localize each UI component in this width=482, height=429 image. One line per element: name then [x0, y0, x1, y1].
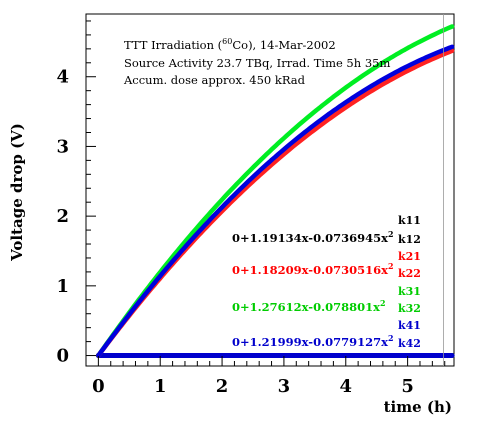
legend-entry-k41: k41: [398, 319, 421, 332]
x-tick-label-5: 5: [401, 376, 414, 397]
fit-equation-2: 0+1.18209x-0.0730516x2: [232, 261, 394, 277]
series-line-k42: [96, 44, 455, 358]
x-tick-label-0: 0: [92, 376, 105, 397]
plot-frame: [85, 13, 455, 367]
legend: k11 k12 k21 k22 k31 k32 k41 k42: [398, 214, 421, 350]
legend-entry-k31: k31: [398, 285, 421, 298]
axes-layer: 0 1 2 3 4 5 0 1 2 3 4: [56, 14, 446, 397]
series-layer: [95, 24, 455, 358]
y-tick-label-0: 0: [56, 346, 69, 367]
annotation-line-3: Accum. dose approx. 450 kRad: [123, 73, 306, 87]
x-tick-label-4: 4: [339, 376, 352, 397]
y-tick-label-3: 3: [56, 136, 69, 157]
legend-entry-k32: k32: [398, 302, 421, 315]
fit-equation-3: 0+1.27612x-0.078801x2: [232, 298, 386, 314]
legend-entry-k12: k12: [398, 233, 421, 246]
x-tick-label-1: 1: [154, 376, 167, 397]
annotation-line-2: Source Activity 23.7 TBq, Irrad. Time 5h…: [124, 56, 390, 70]
legend-entry-k11: k11: [398, 214, 421, 227]
y-tick-label-4: 4: [56, 67, 69, 88]
legend-entry-k42: k42: [398, 337, 421, 350]
annotation-line-1: TTT Irradiation (60Co), 14-Mar-2002: [124, 37, 336, 52]
x-tick-label-3: 3: [278, 376, 291, 397]
legend-entry-k21: k21: [398, 250, 421, 263]
y-tick-label-1: 1: [56, 276, 69, 297]
x-axis-title: time (h): [384, 398, 452, 416]
fit-equation-4: 0+1.21999x-0.0779127x2: [232, 333, 394, 349]
fit-equation-1: 0+1.19134x-0.0736945x2: [232, 229, 394, 245]
legend-entry-k22: k22: [398, 267, 421, 280]
annotation-block: TTT Irradiation (60Co), 14-Mar-2002 Sour…: [123, 37, 390, 87]
fit-equations: 0+1.19134x-0.0736945x2 0+1.18209x-0.07305…: [232, 229, 394, 349]
y-axis-title: Voltage drop (V): [8, 123, 26, 262]
y-tick-label-2: 2: [56, 206, 69, 227]
series-line-k32: [96, 24, 455, 358]
x-tick-label-2: 2: [216, 376, 229, 397]
